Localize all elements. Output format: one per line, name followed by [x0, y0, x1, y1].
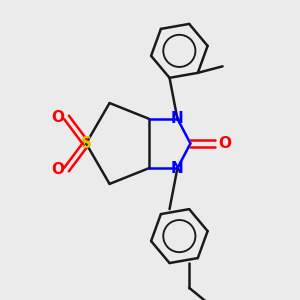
Text: N: N: [171, 111, 184, 126]
Text: N: N: [171, 161, 184, 176]
Text: O: O: [51, 110, 64, 125]
Text: S: S: [81, 136, 92, 151]
Text: O: O: [51, 162, 64, 177]
Text: O: O: [218, 136, 231, 151]
